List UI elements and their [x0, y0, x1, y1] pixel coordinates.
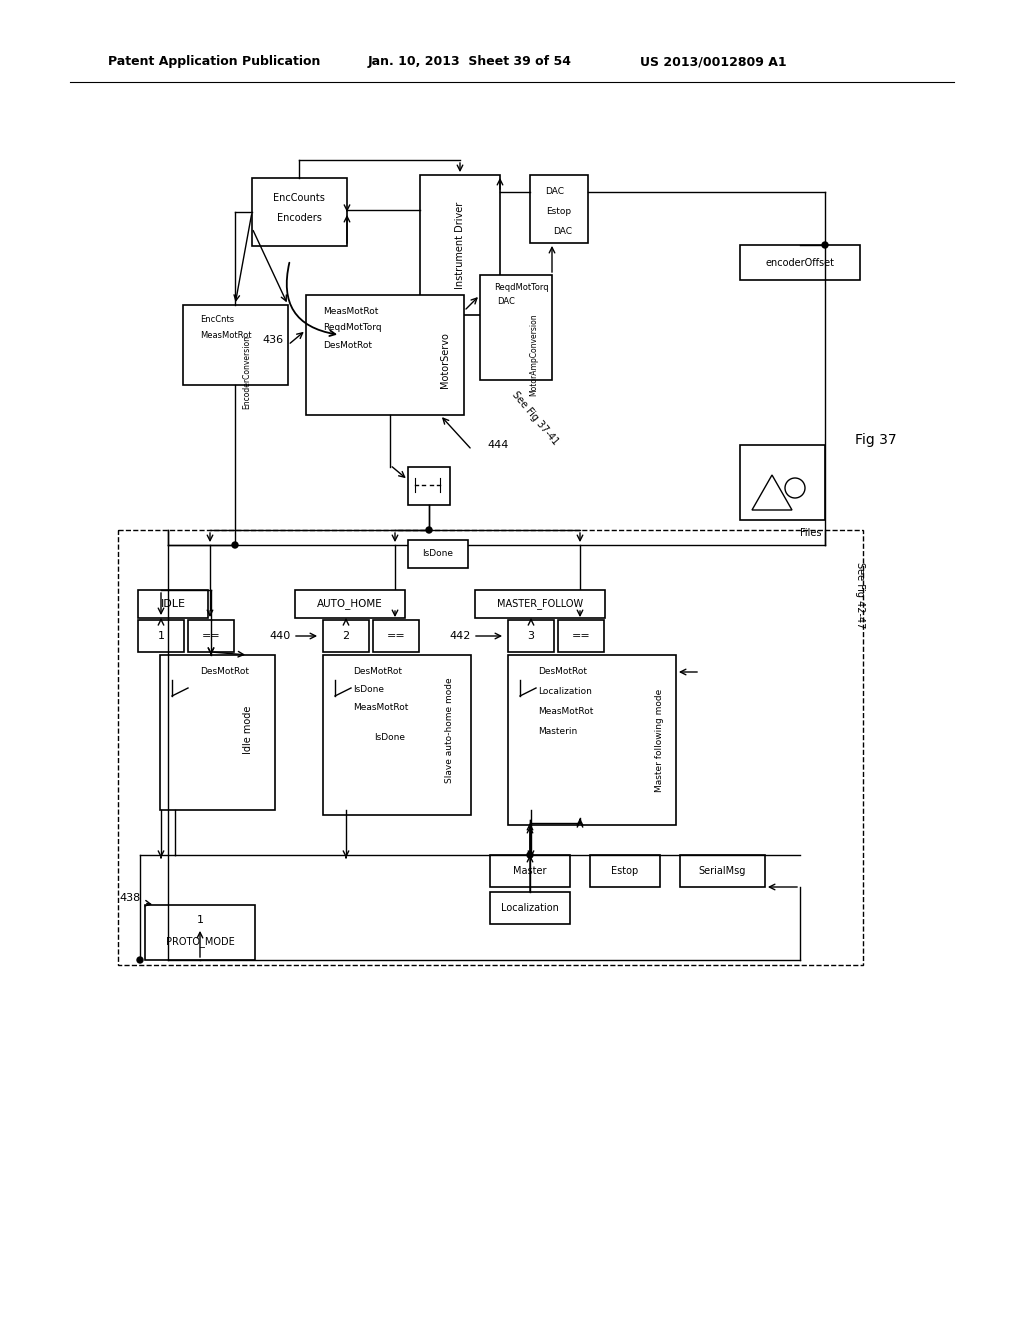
Bar: [530, 176, 588, 243]
Text: MeasMotRot: MeasMotRot: [323, 306, 379, 315]
Text: ==: ==: [571, 631, 591, 642]
Text: AUTO_HOME: AUTO_HOME: [317, 598, 383, 610]
Bar: [480, 275, 552, 380]
Text: See Fig 37-41: See Fig 37-41: [510, 389, 560, 447]
Text: IsDone: IsDone: [375, 734, 406, 742]
Text: encoderOffset: encoderOffset: [766, 257, 835, 268]
Text: MotorServo: MotorServo: [440, 333, 450, 388]
Text: IsDone: IsDone: [423, 549, 454, 558]
Text: Files: Files: [800, 528, 821, 539]
Text: EncCounts: EncCounts: [273, 193, 325, 203]
Text: EncCnts: EncCnts: [200, 315, 234, 325]
Text: US 2013/0012809 A1: US 2013/0012809 A1: [640, 55, 786, 69]
Text: PROTO_MODE: PROTO_MODE: [166, 937, 234, 948]
Text: Masterin: Masterin: [538, 727, 578, 737]
Text: Jan. 10, 2013  Sheet 39 of 54: Jan. 10, 2013 Sheet 39 of 54: [368, 55, 572, 69]
Text: 1: 1: [197, 915, 204, 925]
Text: 442: 442: [450, 631, 471, 642]
Text: 3: 3: [527, 631, 535, 642]
Text: DesMotRot: DesMotRot: [200, 668, 249, 676]
Text: EncoderConversion: EncoderConversion: [243, 335, 252, 409]
Bar: [408, 540, 468, 568]
Text: MASTER_FOLLOW: MASTER_FOLLOW: [497, 598, 583, 610]
Text: Master following mode: Master following mode: [655, 688, 665, 792]
Text: DesMotRot: DesMotRot: [353, 668, 402, 676]
Bar: [590, 855, 660, 887]
Text: Estop: Estop: [611, 866, 639, 876]
Text: Slave auto-home mode: Slave auto-home mode: [445, 677, 455, 783]
Text: Localization: Localization: [501, 903, 559, 913]
Bar: [680, 855, 765, 887]
Text: Instrument Driver: Instrument Driver: [455, 202, 465, 289]
Polygon shape: [752, 475, 792, 510]
Bar: [138, 620, 184, 652]
Bar: [118, 531, 863, 965]
Text: DesMotRot: DesMotRot: [538, 668, 587, 676]
Text: IsDone: IsDone: [353, 685, 384, 694]
Bar: [490, 855, 570, 887]
Bar: [740, 445, 825, 520]
Bar: [323, 655, 471, 814]
Text: 440: 440: [269, 631, 291, 642]
Text: DAC: DAC: [497, 297, 515, 306]
Bar: [740, 246, 860, 280]
Text: MeasMotRot: MeasMotRot: [353, 704, 409, 713]
Text: ==: ==: [202, 631, 220, 642]
Bar: [183, 305, 288, 385]
Text: MeasMotRot: MeasMotRot: [538, 708, 593, 717]
Text: Encoders: Encoders: [276, 213, 322, 223]
Text: Idle mode: Idle mode: [243, 706, 253, 754]
Bar: [508, 655, 676, 825]
Bar: [323, 620, 369, 652]
Bar: [306, 294, 464, 414]
Text: 436: 436: [262, 335, 284, 345]
Bar: [508, 620, 554, 652]
Text: 444: 444: [487, 440, 508, 450]
Circle shape: [232, 543, 238, 548]
Bar: [145, 906, 255, 960]
Bar: [295, 590, 406, 618]
Bar: [558, 620, 604, 652]
Text: DAC: DAC: [545, 187, 564, 197]
Circle shape: [426, 527, 432, 533]
Circle shape: [137, 957, 143, 964]
Bar: [373, 620, 419, 652]
Text: Fig 37: Fig 37: [855, 433, 897, 447]
Bar: [160, 655, 275, 810]
Text: Patent Application Publication: Patent Application Publication: [108, 55, 321, 69]
Text: Master: Master: [513, 866, 547, 876]
Circle shape: [822, 242, 828, 248]
Text: Localization: Localization: [538, 688, 592, 697]
Text: IDLE: IDLE: [161, 599, 185, 609]
Text: SerialMsg: SerialMsg: [698, 866, 745, 876]
Bar: [252, 178, 347, 246]
Text: DesMotRot: DesMotRot: [323, 341, 372, 350]
Text: Estop: Estop: [547, 207, 571, 216]
Text: ==: ==: [387, 631, 406, 642]
Circle shape: [527, 851, 534, 858]
Bar: [138, 590, 208, 618]
Text: ReqdMotTorq: ReqdMotTorq: [323, 323, 382, 333]
Text: 2: 2: [342, 631, 349, 642]
Text: DAC: DAC: [553, 227, 572, 236]
Text: MotorAmpConversion: MotorAmpConversion: [529, 314, 539, 396]
Text: 1: 1: [158, 631, 165, 642]
Text: 438: 438: [120, 894, 141, 903]
Text: MeasMotRot: MeasMotRot: [200, 331, 252, 341]
Text: See Fig 42-47: See Fig 42-47: [855, 562, 865, 628]
Bar: [188, 620, 234, 652]
Bar: [420, 176, 500, 315]
Bar: [490, 892, 570, 924]
Text: ReqdMotTorq: ReqdMotTorq: [494, 284, 549, 293]
Bar: [475, 590, 605, 618]
Bar: [408, 467, 450, 506]
